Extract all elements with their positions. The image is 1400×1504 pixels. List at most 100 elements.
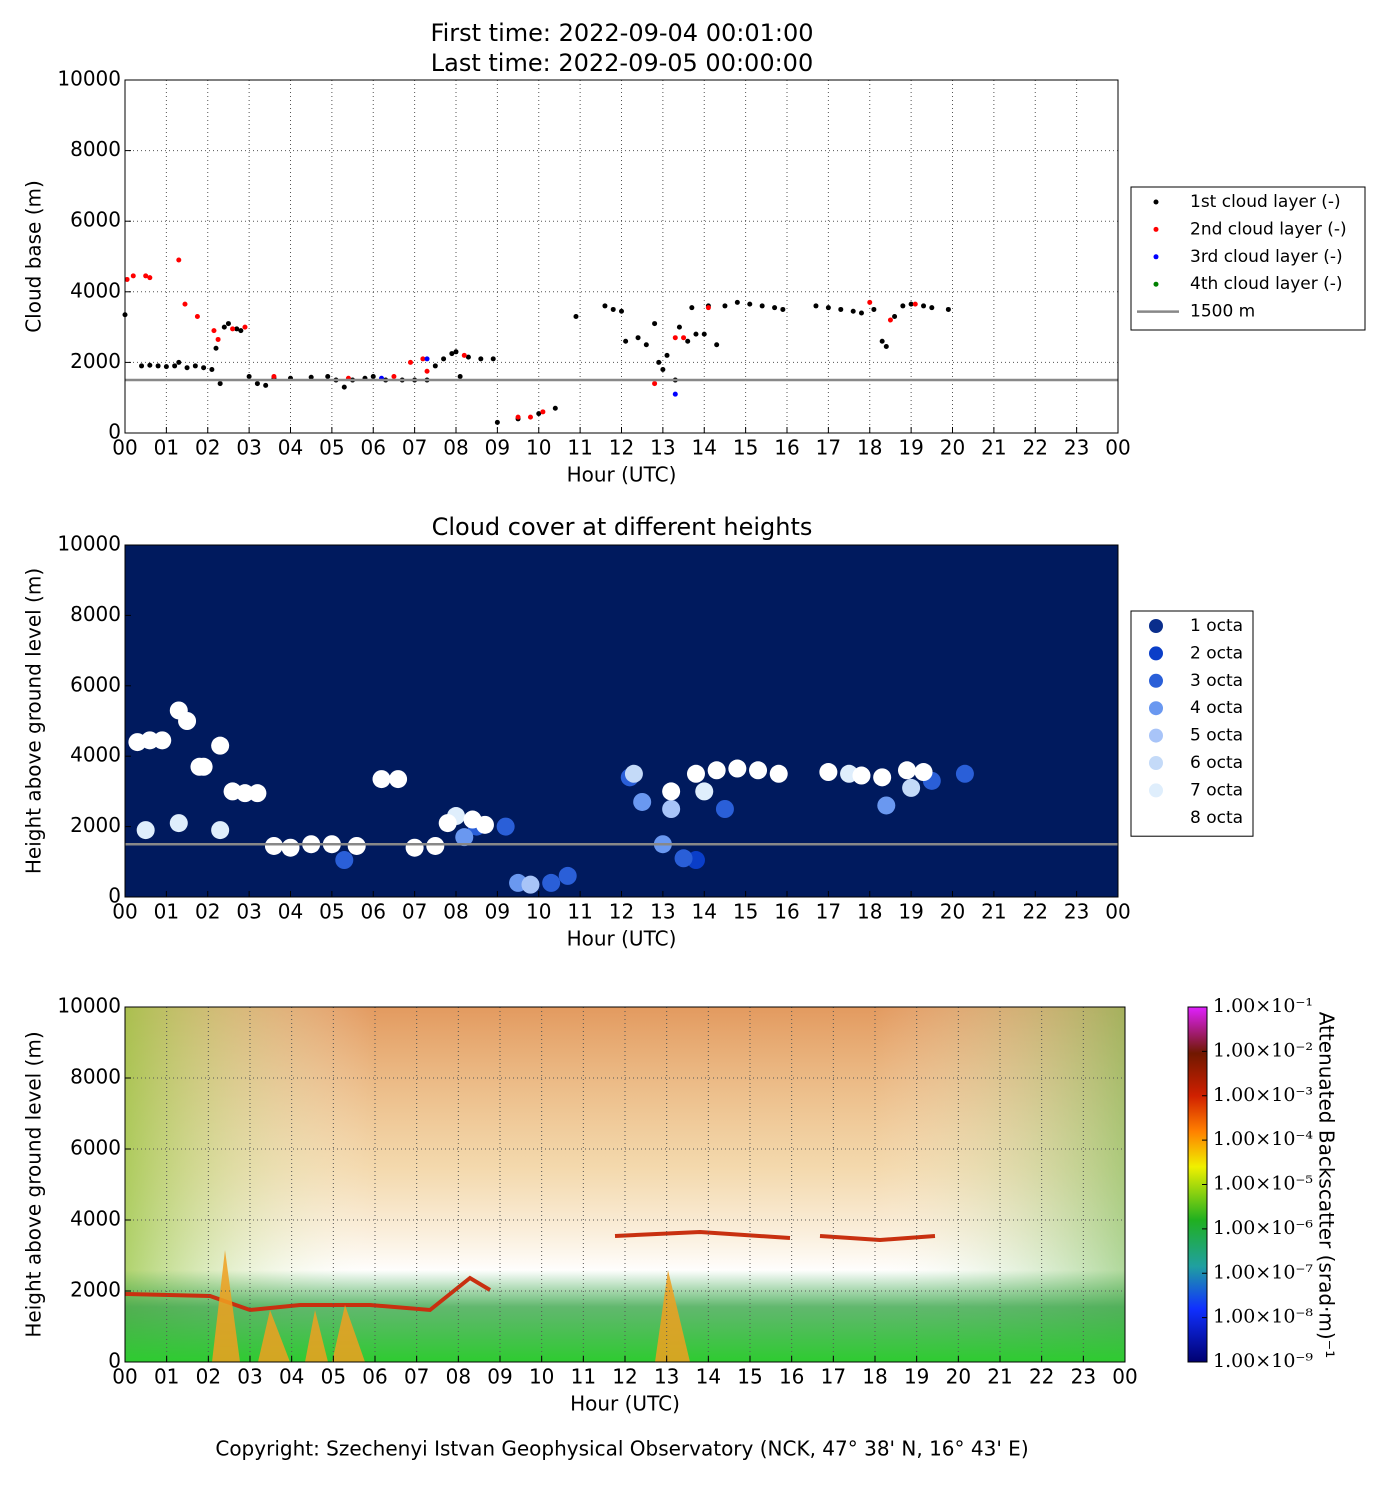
data-point [263,382,269,388]
x-tick-label: 13 [650,436,675,460]
x-tick-label: 02 [195,436,220,460]
data-point [521,875,540,894]
data-point [769,764,788,783]
data-point [900,303,906,309]
y-tick-label: 0 [108,884,121,908]
colorbar-tick-label: 1.00×10⁻² [1213,1039,1313,1061]
data-point [389,770,408,789]
x-tick-label: 06 [361,436,386,460]
legend-label: 2nd cloud layer (-) [1190,219,1347,239]
data-point [676,324,682,330]
x-tick-label: 08 [443,436,468,460]
data-point [424,356,430,362]
colorbar-tick-label: 1.00×10⁻⁷ [1213,1261,1313,1283]
data-point [178,712,197,730]
y-tick-label: 2000 [70,813,121,837]
data-point [635,335,641,341]
data-point [873,768,892,787]
data-point [238,328,244,334]
x-tick-label: 23 [1071,1365,1096,1389]
data-point [172,363,178,369]
x-tick-label: 00 [1112,1365,1137,1389]
x-tick-label: 02 [196,1365,221,1389]
data-point [883,344,889,350]
x-tick-label: 16 [774,900,799,924]
data-point [734,299,740,305]
chart-title: Cloud cover at different heights [432,513,813,541]
data-point [573,314,579,320]
x-tick-label: 04 [278,436,303,460]
x-tick-label: 12 [609,436,634,460]
colorbar-tick-label: 1.00×10⁻⁶ [1213,1217,1313,1239]
data-point [211,821,230,840]
x-tick-label: 05 [321,1365,346,1389]
data-point [819,763,838,782]
legend-label: 1500 m [1190,302,1255,322]
data-point [242,324,248,330]
x-tick-label: 16 [779,1365,804,1389]
legend-label: 3 octa [1190,671,1243,691]
footer: Copyright: Szechenyi Istvan Geophysical … [215,1437,1028,1461]
data-point [536,411,542,417]
data-point [147,362,153,368]
x-tick-label: 15 [737,1365,762,1389]
x-tick-label: 00 [1105,436,1130,460]
data-point [335,851,354,870]
data-point [271,374,277,380]
data-point [858,310,864,316]
data-point [921,303,927,309]
data-point [945,306,951,312]
x-tick-label: 22 [1023,900,1048,924]
legend-marker [1149,728,1163,743]
data-point [496,817,515,836]
data-point [715,800,734,818]
x-tick-label: 15 [733,436,758,460]
data-point [182,301,188,307]
y-tick-label: 10000 [57,532,121,556]
data-point [902,778,921,797]
x-tick-label: 00 [112,1365,137,1389]
legend-marker [1153,226,1159,232]
data-point [264,836,283,855]
plot-frame [124,544,1119,898]
x-tick-label: 17 [816,436,841,460]
x-tick-label: 03 [237,1365,262,1389]
data-point [130,273,136,279]
data-point [209,366,215,372]
data-point [652,381,658,387]
legend-marker [1149,673,1163,688]
y-tick-label: 4000 [70,278,121,302]
legend-label: 4 octa [1190,698,1243,718]
y-tick-label: 8000 [70,137,121,161]
data-point [438,814,457,833]
data-point [772,305,778,311]
data-point [441,356,447,362]
data-point [664,352,670,358]
data-point [176,257,182,263]
data-point [633,792,652,811]
x-tick-label: 20 [946,1365,971,1389]
data-point [714,342,720,348]
data-point [465,354,471,360]
colorbar-tick-label: 1.00×10⁻⁸ [1213,1306,1313,1328]
x-tick-label: 01 [154,1365,179,1389]
data-point [234,326,240,332]
data-point [449,351,455,357]
data-point [184,365,190,371]
chart-title: First time: 2022-09-04 00:01:00 [431,19,814,47]
legend-marker [1153,254,1159,260]
data-point [217,381,223,387]
x-tick-label: 09 [485,436,510,460]
x-tick-label: 10 [529,1365,554,1389]
data-point [124,276,130,282]
x-tick-label: 09 [487,1365,512,1389]
x-axis-label: Hour (UTC) [567,927,677,951]
data-point [887,317,893,323]
legend-label: 2 octa [1190,643,1243,663]
data-point [325,374,331,380]
legend-marker [1153,199,1159,205]
data-point [248,784,267,803]
data-point [221,324,227,330]
data-point [372,770,391,789]
y-tick-label: 6000 [70,208,121,232]
